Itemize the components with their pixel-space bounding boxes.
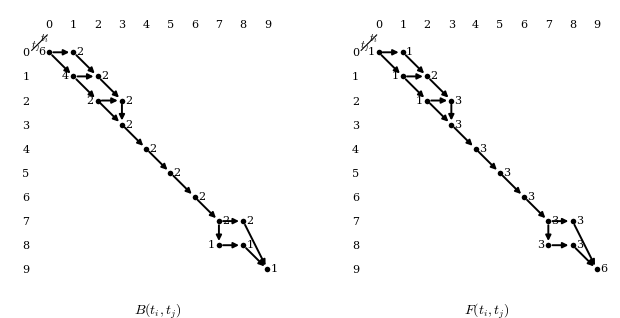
Text: 4: 4 <box>62 72 69 81</box>
Text: 3: 3 <box>527 192 534 202</box>
Text: $t_j$: $t_j$ <box>30 39 40 55</box>
Text: 2: 2 <box>430 72 438 81</box>
Text: $B(t_i, t_j)$: $B(t_i, t_j)$ <box>134 301 182 318</box>
Text: $t_i$: $t_i$ <box>369 32 378 45</box>
Text: 1: 1 <box>208 240 215 250</box>
Text: 2: 2 <box>222 216 229 226</box>
Text: 1: 1 <box>416 95 423 106</box>
Text: 3: 3 <box>552 216 559 226</box>
Text: 3: 3 <box>454 95 462 106</box>
Text: 3: 3 <box>454 120 462 130</box>
Text: 3: 3 <box>479 144 486 154</box>
Text: 1: 1 <box>271 264 278 274</box>
Text: 2: 2 <box>125 120 132 130</box>
Text: 2: 2 <box>174 168 181 178</box>
Text: 1: 1 <box>367 47 374 57</box>
Text: 2: 2 <box>101 72 108 81</box>
Text: 1: 1 <box>406 47 413 57</box>
Text: 6: 6 <box>38 47 45 57</box>
Text: $F(t_i, t_j)$: $F(t_i, t_j)$ <box>464 301 510 318</box>
Text: 1: 1 <box>246 240 254 250</box>
Text: 6: 6 <box>600 264 607 274</box>
Text: 3: 3 <box>576 216 583 226</box>
Text: 2: 2 <box>125 95 132 106</box>
Text: 2: 2 <box>77 47 84 57</box>
Text: 1: 1 <box>391 72 399 81</box>
Text: 3: 3 <box>537 240 544 250</box>
Text: 3: 3 <box>503 168 510 178</box>
Text: 2: 2 <box>149 144 156 154</box>
Text: 2: 2 <box>198 192 205 202</box>
Text: 2: 2 <box>86 95 94 106</box>
Text: 3: 3 <box>576 240 583 250</box>
Text: $t_j$: $t_j$ <box>360 39 369 55</box>
Text: $t_i$: $t_i$ <box>40 32 48 45</box>
Text: 2: 2 <box>246 216 254 226</box>
